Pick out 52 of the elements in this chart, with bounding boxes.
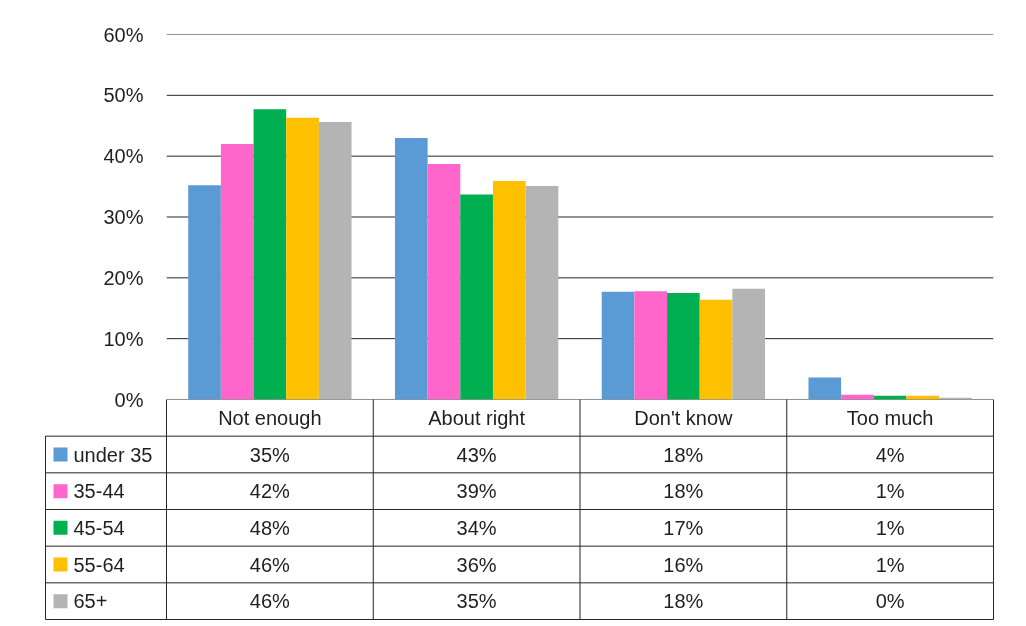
x-tick-label: Don't know (634, 406, 734, 429)
bar (286, 117, 319, 400)
legend-label: 35-44 (73, 480, 125, 503)
bar (492, 181, 526, 400)
data-label: 1% (875, 553, 905, 576)
bar (427, 164, 461, 400)
bar (525, 185, 559, 400)
bar (460, 194, 493, 400)
y-tick-label: 10% (103, 327, 144, 350)
bar (394, 137, 428, 400)
data-label: 36% (456, 553, 497, 576)
data-label: 16% (663, 553, 704, 576)
x-tick-label: Too much (846, 406, 934, 429)
bar (220, 144, 254, 400)
bar (318, 122, 352, 400)
bar (667, 293, 700, 400)
y-tick-label: 50% (103, 84, 144, 107)
y-tick-label: 60% (103, 23, 144, 46)
y-tick-label: 40% (103, 145, 144, 168)
legend-label: 45-54 (73, 516, 125, 539)
bar (188, 185, 221, 400)
data-label: 1% (875, 480, 905, 503)
data-label: 43% (456, 443, 497, 466)
data-label: 35% (456, 590, 497, 613)
legend-label: 65+ (73, 590, 108, 613)
data-label: 17% (663, 516, 704, 539)
data-label: 4% (875, 443, 905, 466)
bar (634, 291, 668, 400)
data-label: 18% (663, 480, 704, 503)
data-label: 35% (249, 443, 291, 466)
bar (253, 109, 287, 400)
bar (699, 299, 733, 400)
y-tick-label: 0% (114, 388, 144, 411)
data-label: 0% (875, 590, 905, 613)
data-label: 46% (249, 553, 291, 576)
legend-label: under 35 (73, 443, 153, 466)
bar (808, 377, 842, 400)
data-label: 46% (249, 590, 291, 613)
data-label: 42% (249, 480, 291, 503)
bar (601, 291, 635, 400)
x-tick-label: About right (428, 406, 526, 429)
data-label: 39% (456, 480, 497, 503)
bar (732, 288, 766, 400)
data-label: 18% (663, 590, 704, 613)
y-tick-label: 30% (103, 206, 144, 228)
data-label: 18% (663, 443, 704, 466)
legend-label: 55-64 (73, 553, 125, 576)
data-label: 34% (456, 516, 497, 539)
data-label: 1% (875, 516, 905, 539)
y-tick-label: 20% (103, 266, 144, 289)
data-label: 48% (249, 516, 291, 539)
x-tick-label: Not enough (218, 406, 322, 429)
